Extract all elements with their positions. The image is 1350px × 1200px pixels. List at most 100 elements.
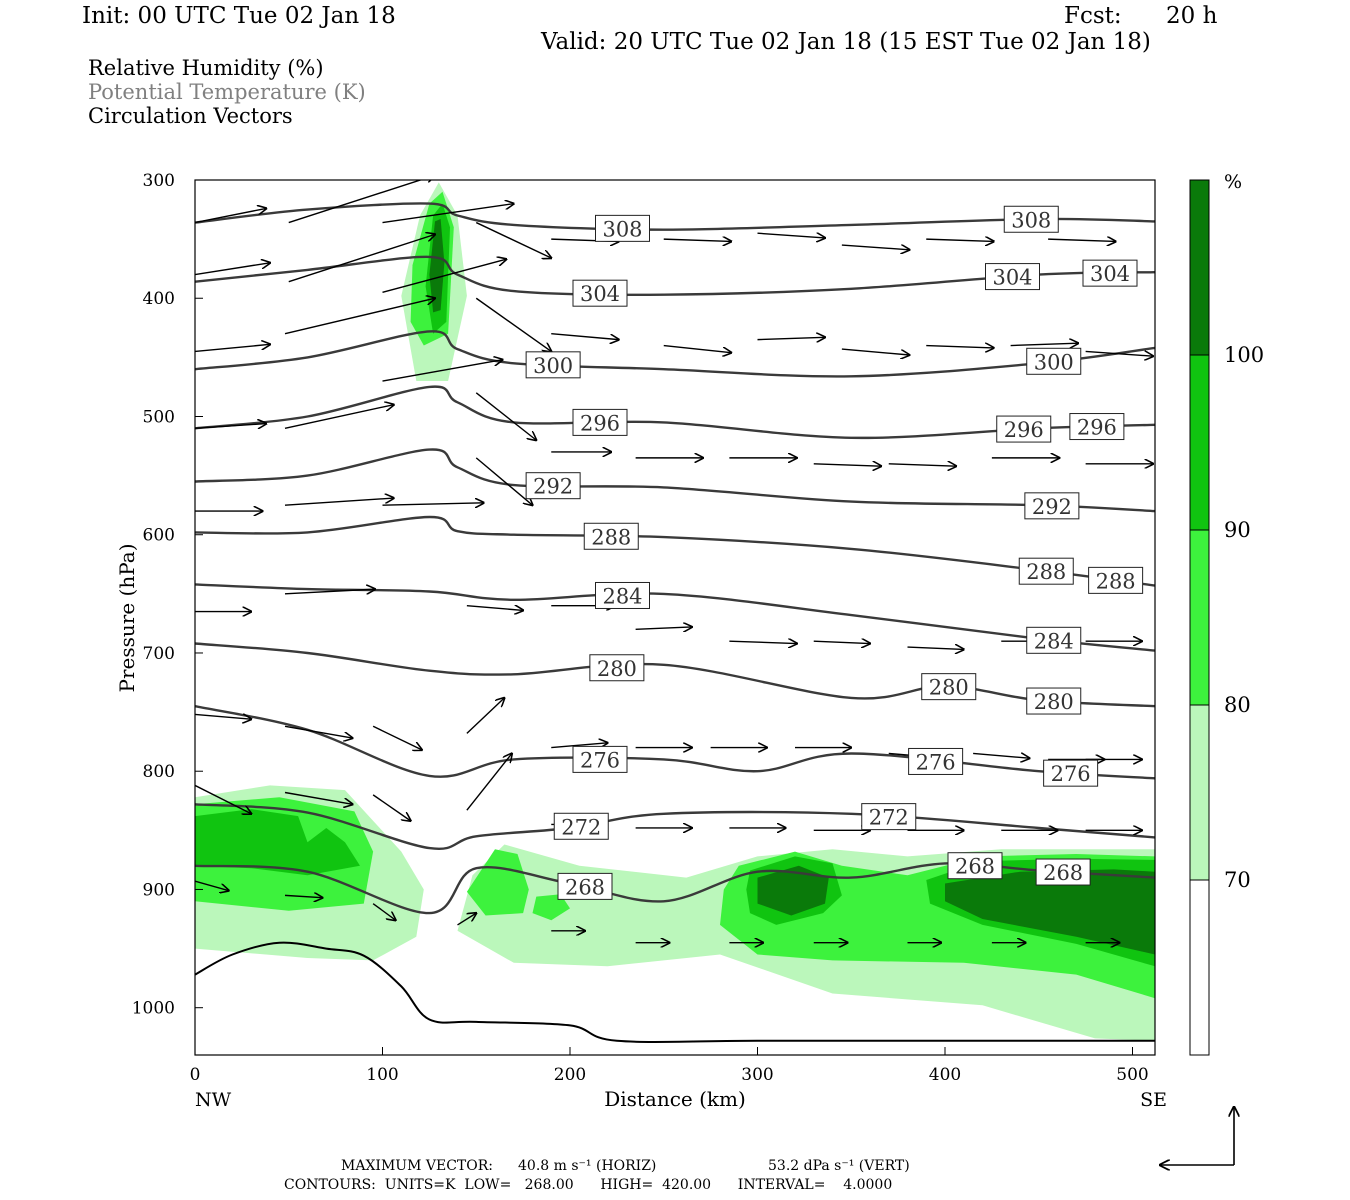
circulation-vector: [466, 698, 505, 734]
circulation-vector: [372, 725, 422, 750]
circulation-vector: [195, 263, 270, 276]
contour-label-box: [553, 812, 609, 840]
contour-label-box: [947, 852, 1003, 880]
x-tick-label: 500: [1116, 1065, 1148, 1085]
circulation-vector: [729, 641, 797, 643]
circulation-vector: [757, 337, 826, 339]
contour-label-box: [921, 673, 977, 701]
contour-label: 280: [1034, 690, 1074, 714]
contour-label-box: [1018, 557, 1074, 585]
contour-label: 308: [602, 217, 642, 241]
contour-label: 276: [1051, 762, 1091, 786]
isentrope-280: [195, 642, 1155, 708]
circulation-vector: [195, 424, 266, 429]
contour-label-box: [595, 581, 650, 609]
rh-region-80: [532, 894, 570, 921]
colorbar-unit-label: %: [1224, 171, 1242, 193]
rh-region-100: [429, 219, 445, 313]
rh-region-80: [466, 849, 529, 916]
circulation-vector: [841, 245, 910, 250]
circulation-vector: [926, 346, 994, 348]
circulation-vector: [663, 239, 732, 241]
circulation-vector: [813, 464, 882, 466]
circulation-vectors: [195, 180, 1154, 942]
max-vector-vertical: 53.2 dPa s⁻¹ (VERT): [768, 1158, 910, 1174]
x-tick-label: 400: [929, 1065, 961, 1085]
contour-label: 304: [1090, 262, 1130, 286]
isentrope-276: [195, 705, 1155, 780]
y-tick-label: 400: [143, 289, 175, 309]
rh-region-90: [195, 809, 360, 876]
y-tick-label: 1000: [132, 999, 175, 1019]
contour-label-box: [572, 745, 628, 773]
circulation-vector: [195, 344, 270, 353]
contours-info: CONTOURS: UNITS=K LOW= 268.00 HIGH= 420.…: [284, 1177, 893, 1193]
circulation-vector: [372, 794, 411, 821]
contour-label-box: [1026, 687, 1082, 715]
contour-label: 292: [1032, 495, 1072, 519]
contour-label: 284: [602, 584, 642, 608]
contour-label: 288: [591, 525, 631, 549]
circulation-vector: [284, 405, 394, 429]
circulation-vector: [475, 457, 532, 505]
circulation-vector: [382, 204, 514, 224]
contour-label: 280: [597, 657, 637, 681]
contour-label: 268: [955, 855, 995, 879]
reference-vector-icon: [1160, 1107, 1234, 1165]
contour-label-box: [1088, 566, 1144, 594]
circulation-vector: [888, 464, 957, 466]
contour-label: 304: [992, 266, 1032, 290]
y-axis-title: Pressure (hPa): [115, 544, 139, 693]
x-end-label-right: SE: [1140, 1089, 1167, 1111]
contour-label: 276: [580, 748, 620, 772]
isentrope-contours: [195, 202, 1155, 915]
circulation-vector: [813, 641, 870, 643]
circulation-vector: [1048, 239, 1116, 241]
circulation-vector: [288, 234, 435, 283]
circulation-vector: [475, 221, 551, 258]
colorbar-segment: [1189, 704, 1210, 881]
contour-label: 284: [1034, 629, 1074, 653]
circulation-vector: [973, 753, 1029, 758]
y-tick-label: 800: [143, 762, 175, 782]
circulation-vector: [195, 880, 229, 890]
circulation-vector: [284, 498, 394, 506]
y-tick-label: 300: [143, 171, 175, 191]
isentrope-296: [195, 385, 1155, 440]
colorbar-level-label: 80: [1224, 693, 1251, 717]
contour-label-box: [1082, 259, 1138, 287]
legend-circulation-vectors: Circulation Vectors: [88, 104, 293, 128]
circulation-vector: [466, 753, 512, 811]
forecast-hour-value: 20 h: [1166, 3, 1218, 29]
contour-label: 296: [1004, 418, 1044, 442]
circulation-vector: [1085, 351, 1154, 356]
circulation-vector: [284, 791, 353, 805]
circulation-vector: [551, 743, 607, 748]
circulation-vector: [466, 606, 523, 611]
circulation-vector: [907, 647, 964, 649]
valid-time: Valid: 20 UTC Tue 02 Jan 18 (15 EST Tue …: [541, 29, 1151, 55]
circulation-vector: [551, 333, 619, 340]
colorbar-level-label: 70: [1224, 868, 1251, 892]
circulation-vector: [195, 784, 251, 813]
contour-label: 280: [929, 676, 969, 700]
y-tick-label: 500: [143, 407, 175, 427]
contour-label-box: [572, 408, 628, 436]
contour-label: 288: [1026, 560, 1066, 584]
circulation-vector: [663, 344, 732, 353]
contour-label: 292: [533, 475, 573, 499]
plot-frame: [194, 179, 1156, 1056]
contour-label-box: [996, 415, 1052, 443]
contour-label-box: [572, 279, 628, 307]
y-tick-label: 600: [143, 526, 175, 546]
contour-labels: 308 308 304 304 304 300 300 296 296 296 292 292 288 2…: [525, 205, 1144, 900]
contour-label-box: [525, 472, 581, 500]
y-tick-label: 900: [143, 880, 175, 900]
circulation-vector: [195, 714, 251, 719]
contour-label: 296: [1077, 416, 1117, 440]
circulation-vector: [926, 239, 994, 241]
contour-label-box: [1003, 205, 1059, 233]
contour-label: 296: [580, 411, 620, 435]
contour-label-box: [595, 214, 650, 242]
